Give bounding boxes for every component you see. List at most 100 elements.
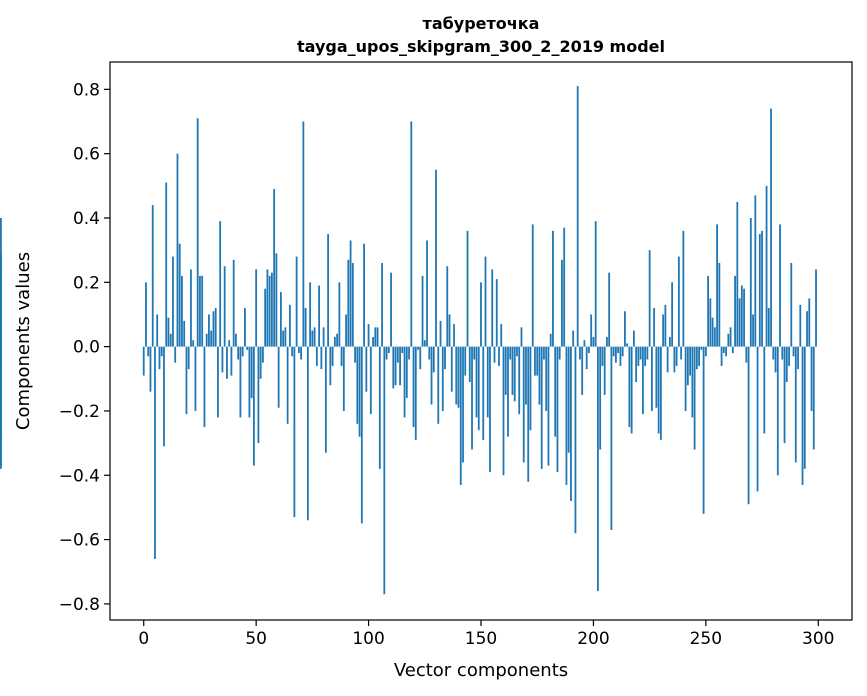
bar <box>444 346 446 370</box>
bar <box>378 346 381 469</box>
bar <box>178 243 181 347</box>
bar <box>322 327 325 347</box>
bar <box>736 201 739 347</box>
bar <box>351 263 354 347</box>
bar <box>779 224 781 347</box>
plot-frame <box>109 61 853 621</box>
bar <box>785 346 788 383</box>
bar <box>727 333 730 347</box>
bar <box>158 346 161 370</box>
bar <box>731 346 734 354</box>
bar <box>214 308 217 347</box>
bar <box>788 346 790 366</box>
bar <box>738 298 741 347</box>
bar <box>666 346 669 373</box>
bar <box>169 333 172 347</box>
bar <box>194 346 197 411</box>
bar <box>664 304 667 347</box>
bar <box>502 346 505 476</box>
bar <box>567 346 570 453</box>
bar <box>244 308 246 347</box>
x-tick-label: 0 <box>138 629 149 649</box>
y-tick-label: 0.4 <box>73 209 100 229</box>
bar <box>698 346 700 366</box>
bar <box>295 256 298 347</box>
bar <box>329 346 332 386</box>
bar <box>239 346 242 418</box>
bar <box>208 314 210 347</box>
bar <box>801 346 804 485</box>
y-tick-label: 0.0 <box>73 338 100 358</box>
bar <box>450 346 453 392</box>
y-tick-label: −0.2 <box>59 402 100 422</box>
bar <box>588 346 590 354</box>
bar <box>345 314 347 347</box>
bar <box>390 272 392 347</box>
bar <box>471 346 473 450</box>
bar <box>749 217 752 347</box>
bar <box>484 256 487 347</box>
bar <box>536 346 539 376</box>
x-axis-ticks: 0 50 100 150 200 250 300 <box>138 620 834 649</box>
bar <box>435 169 437 347</box>
bar <box>223 266 226 347</box>
bar <box>527 346 530 482</box>
y-axis-ticks: 0.8 0.6 0.4 0.2 0.0 −0.2 −0.4 −0.6 −0.8 <box>59 80 110 615</box>
bar <box>579 346 581 360</box>
bar <box>806 311 808 347</box>
bar <box>504 346 507 395</box>
bar <box>745 346 748 363</box>
bar <box>740 285 743 347</box>
bar <box>518 346 521 415</box>
bar <box>235 333 237 347</box>
bar <box>480 282 482 347</box>
bar <box>761 230 763 347</box>
bar <box>583 340 586 347</box>
bar <box>363 243 365 347</box>
bar <box>0 346 2 466</box>
bar <box>192 340 195 347</box>
bar <box>466 230 469 347</box>
bar <box>633 330 635 347</box>
bar <box>630 346 633 434</box>
bar <box>291 346 294 357</box>
bar <box>545 346 548 411</box>
bar <box>561 259 563 347</box>
bar <box>327 234 329 347</box>
bar <box>448 314 451 347</box>
bar <box>421 275 424 347</box>
bar <box>765 185 768 347</box>
bar <box>695 346 698 370</box>
bar <box>552 230 554 347</box>
bar <box>369 346 372 415</box>
bar <box>383 346 386 595</box>
bar <box>419 346 422 370</box>
bar <box>212 311 215 347</box>
bar <box>711 317 714 347</box>
bar <box>358 346 361 437</box>
bar <box>671 282 674 347</box>
bar <box>756 346 759 492</box>
bar <box>572 330 575 347</box>
bar <box>309 282 312 347</box>
bar <box>639 346 642 360</box>
bar <box>372 336 374 347</box>
bar <box>646 346 649 360</box>
bar <box>142 346 145 376</box>
bar <box>187 346 190 370</box>
bar <box>176 153 179 347</box>
bar <box>392 346 395 389</box>
bar <box>311 330 314 347</box>
bar <box>268 275 271 347</box>
bar <box>549 333 552 347</box>
bar <box>172 256 174 347</box>
bar <box>810 346 813 411</box>
bar <box>556 346 559 473</box>
bar <box>331 346 334 366</box>
x-tick-label: 100 <box>352 629 384 649</box>
bar <box>612 346 615 357</box>
bar <box>304 308 307 347</box>
bar <box>691 346 694 418</box>
bar <box>603 346 606 395</box>
x-tick-label: 150 <box>465 629 497 649</box>
